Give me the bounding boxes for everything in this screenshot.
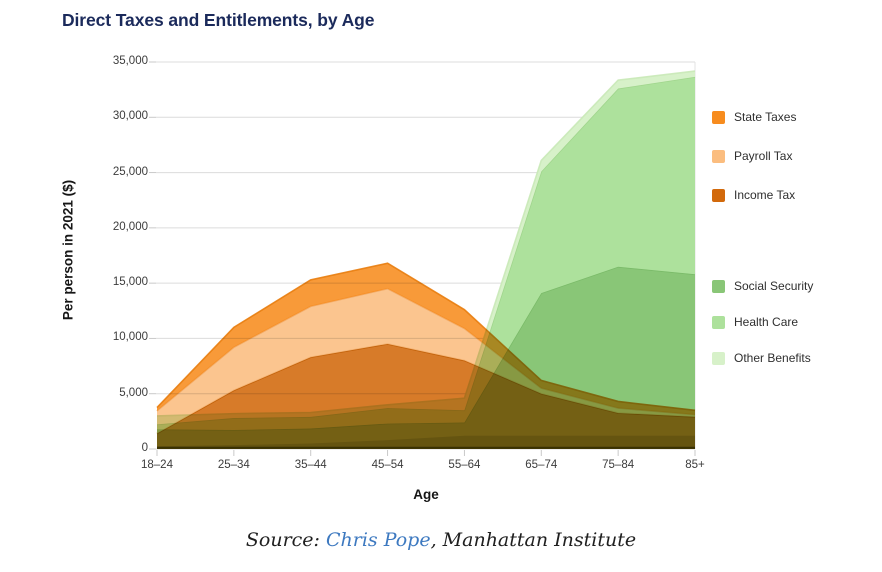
area-health-care xyxy=(157,76,695,430)
y-tick-label: 25,000 xyxy=(112,165,148,178)
x-tick-label: 55–64 xyxy=(448,459,481,471)
legend-item-social-security[interactable]: Social Security xyxy=(712,279,813,293)
source-suffix: , Manhattan Institute xyxy=(430,529,637,551)
y-tick-label: 5,000 xyxy=(119,386,148,399)
source-line: Source: Chris Pope, Manhattan Institute xyxy=(0,529,882,551)
source-link-chris-pope[interactable]: Chris Pope xyxy=(326,529,431,551)
area-state-taxes xyxy=(157,263,695,415)
legend-swatch-other-benefits xyxy=(712,351,725,365)
line-state-taxes xyxy=(156,262,696,412)
y-tick-label: 10,000 xyxy=(112,331,148,344)
y-tick-label: 0 xyxy=(141,442,148,454)
legend-label: Social Security xyxy=(734,279,814,293)
y-tick-label: 15,000 xyxy=(112,276,148,289)
legend-swatch-state-taxes xyxy=(712,110,725,124)
y-tick-label: 20,000 xyxy=(112,220,148,233)
y-tick-label: 30,000 xyxy=(112,110,148,123)
legend-label: Health Care xyxy=(734,315,799,329)
legend-swatch-social-security xyxy=(712,279,725,293)
y-tick-label: 35,000 xyxy=(112,55,148,67)
legend-item-other-benefits[interactable]: Other Benefits xyxy=(712,351,811,365)
legend-item-health-care[interactable]: Health Care xyxy=(712,315,798,329)
x-tick-label: 65–74 xyxy=(525,459,558,471)
x-tick-label: 25–34 xyxy=(217,459,250,471)
x-axis-title: Age xyxy=(413,487,439,502)
x-tick-label: 75–84 xyxy=(602,459,635,471)
legend-swatch-health-care xyxy=(712,315,725,329)
x-tick-label: 85+ xyxy=(685,459,705,471)
legend-label: Payroll Tax xyxy=(734,149,793,163)
legend-item-state-taxes[interactable]: State Taxes xyxy=(712,110,796,124)
legend-swatch-payroll-tax xyxy=(712,149,725,163)
x-tick-label: 18–24 xyxy=(141,459,173,471)
legend-label: Other Benefits xyxy=(734,351,811,365)
chart-title: Direct Taxes and Entitlements, by Age xyxy=(62,10,375,30)
source-prefix: Source: xyxy=(245,529,326,551)
chart-legend: State Taxes Payroll Tax Income Tax Social S… xyxy=(712,0,877,572)
series-group-taxes xyxy=(156,262,696,449)
x-tick-label: 45–54 xyxy=(371,459,404,471)
legend-item-payroll-tax[interactable]: Payroll Tax xyxy=(712,149,792,163)
legend-label: State Taxes xyxy=(734,110,797,124)
area-income-tax xyxy=(157,343,695,449)
legend-label: Income Tax xyxy=(734,188,796,202)
x-tick-label: 35–44 xyxy=(294,459,327,471)
legend-item-income-tax[interactable]: Income Tax xyxy=(712,188,795,202)
area-payroll-tax xyxy=(157,288,695,434)
legend-swatch-income-tax xyxy=(712,188,725,202)
